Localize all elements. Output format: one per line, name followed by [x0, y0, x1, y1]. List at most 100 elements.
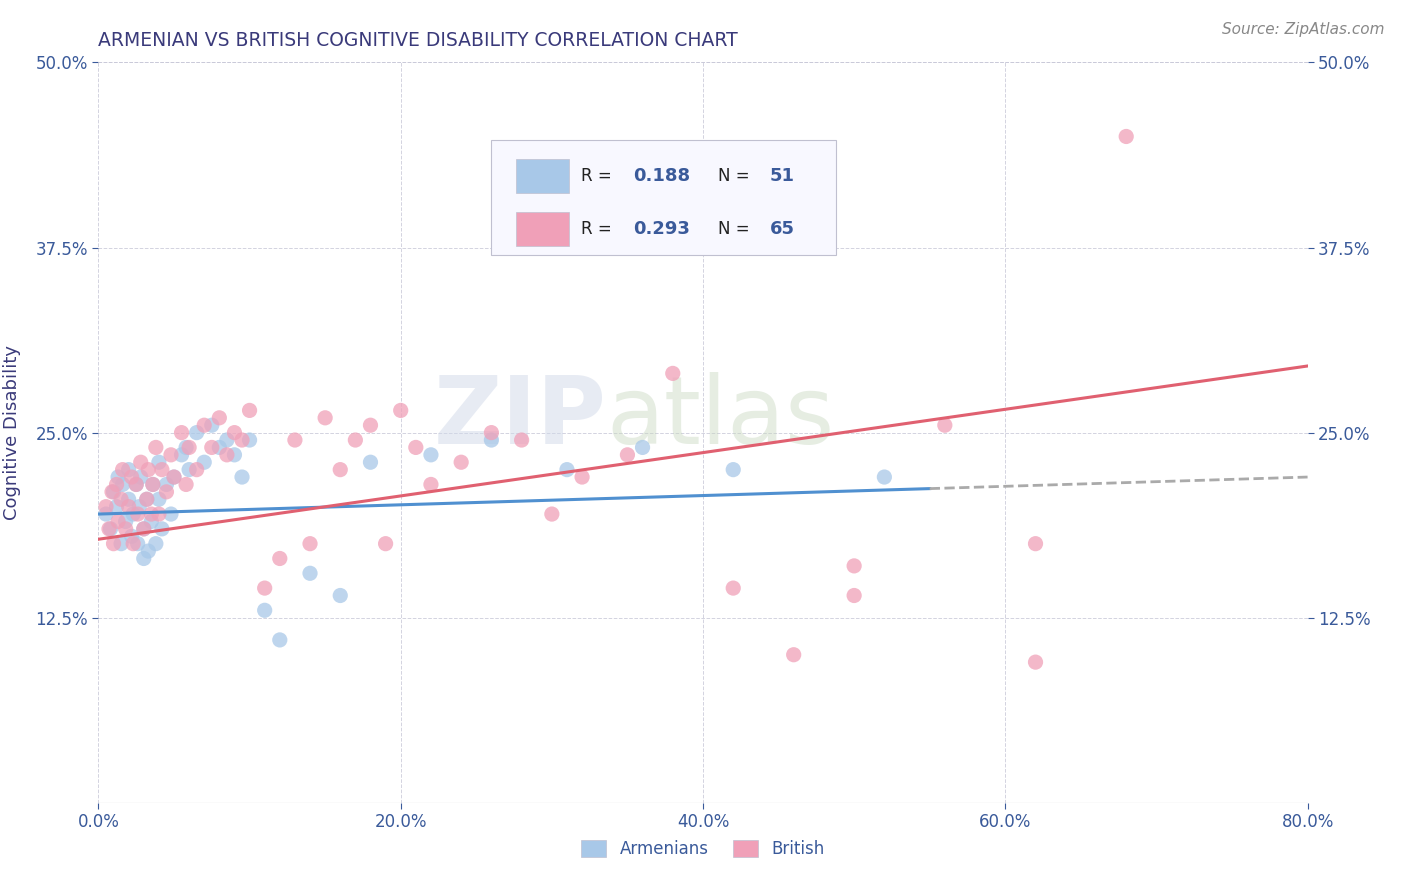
- Point: [142, 477, 165, 491]
- Point: [174, 477, 197, 491]
- Point: [253, 581, 276, 595]
- Point: [723, 581, 745, 595]
- Point: [329, 462, 352, 476]
- Point: [179, 441, 201, 455]
- Point: [873, 470, 896, 484]
- Point: [314, 410, 336, 425]
- Point: [129, 455, 152, 469]
- Point: [132, 522, 155, 536]
- Point: [122, 507, 145, 521]
- Point: [389, 403, 412, 417]
- Point: [145, 441, 167, 455]
- FancyBboxPatch shape: [492, 140, 837, 255]
- Point: [1115, 129, 1137, 144]
- Point: [163, 470, 186, 484]
- Point: [114, 522, 136, 536]
- Text: ZIP: ZIP: [433, 372, 606, 464]
- Point: [150, 462, 173, 476]
- Point: [405, 441, 427, 455]
- Point: [118, 500, 141, 514]
- Point: [121, 529, 143, 543]
- Point: [329, 589, 352, 603]
- Point: [118, 492, 141, 507]
- Point: [121, 470, 143, 484]
- Point: [299, 536, 322, 550]
- Point: [105, 477, 128, 491]
- Point: [783, 648, 806, 662]
- Point: [239, 433, 262, 447]
- Point: [284, 433, 307, 447]
- Point: [148, 492, 170, 507]
- Point: [110, 492, 132, 507]
- Point: [481, 425, 503, 440]
- Point: [136, 544, 159, 558]
- Legend: Armenians, British: Armenians, British: [575, 833, 831, 865]
- Point: [160, 507, 183, 521]
- Y-axis label: Cognitive Disability: Cognitive Disability: [3, 345, 21, 520]
- Point: [186, 462, 208, 476]
- Point: [107, 470, 129, 484]
- Point: [170, 448, 193, 462]
- Point: [142, 477, 165, 491]
- Point: [208, 441, 231, 455]
- Text: 65: 65: [769, 220, 794, 238]
- Point: [125, 477, 148, 491]
- Point: [122, 536, 145, 550]
- Point: [148, 455, 170, 469]
- Text: Source: ZipAtlas.com: Source: ZipAtlas.com: [1222, 22, 1385, 37]
- Point: [100, 522, 122, 536]
- Point: [420, 448, 443, 462]
- Point: [208, 410, 231, 425]
- Point: [105, 500, 128, 514]
- Point: [163, 470, 186, 484]
- Point: [224, 425, 246, 440]
- Point: [616, 448, 638, 462]
- Point: [135, 492, 157, 507]
- Point: [98, 522, 121, 536]
- Point: [1024, 536, 1046, 550]
- Point: [148, 507, 170, 521]
- Text: 51: 51: [769, 167, 794, 185]
- Point: [299, 566, 322, 581]
- Point: [934, 418, 956, 433]
- Point: [110, 536, 132, 550]
- Point: [269, 551, 291, 566]
- Point: [193, 418, 215, 433]
- Point: [132, 551, 155, 566]
- Point: [103, 484, 125, 499]
- Point: [555, 462, 578, 476]
- Point: [723, 462, 745, 476]
- Point: [125, 477, 148, 491]
- FancyBboxPatch shape: [516, 212, 569, 246]
- Text: ARMENIAN VS BRITISH COGNITIVE DISABILITY CORRELATION CHART: ARMENIAN VS BRITISH COGNITIVE DISABILITY…: [98, 30, 738, 50]
- Point: [145, 536, 167, 550]
- Point: [224, 448, 246, 462]
- Point: [127, 507, 149, 521]
- Point: [239, 403, 262, 417]
- Point: [127, 536, 149, 550]
- Point: [155, 477, 177, 491]
- Point: [481, 433, 503, 447]
- Point: [186, 425, 208, 440]
- Point: [360, 455, 382, 469]
- Point: [215, 448, 238, 462]
- Point: [661, 367, 683, 381]
- Point: [107, 515, 129, 529]
- Point: [360, 418, 382, 433]
- Point: [201, 441, 224, 455]
- Point: [215, 433, 238, 447]
- Text: R =: R =: [581, 220, 612, 238]
- Point: [132, 522, 155, 536]
- Point: [135, 492, 157, 507]
- Point: [94, 500, 117, 514]
- Point: [344, 433, 367, 447]
- Point: [510, 433, 533, 447]
- Point: [616, 233, 638, 247]
- FancyBboxPatch shape: [516, 159, 569, 193]
- Point: [114, 515, 136, 529]
- Point: [420, 477, 443, 491]
- Point: [155, 484, 177, 499]
- Point: [141, 507, 163, 521]
- Point: [111, 477, 134, 491]
- Point: [193, 455, 215, 469]
